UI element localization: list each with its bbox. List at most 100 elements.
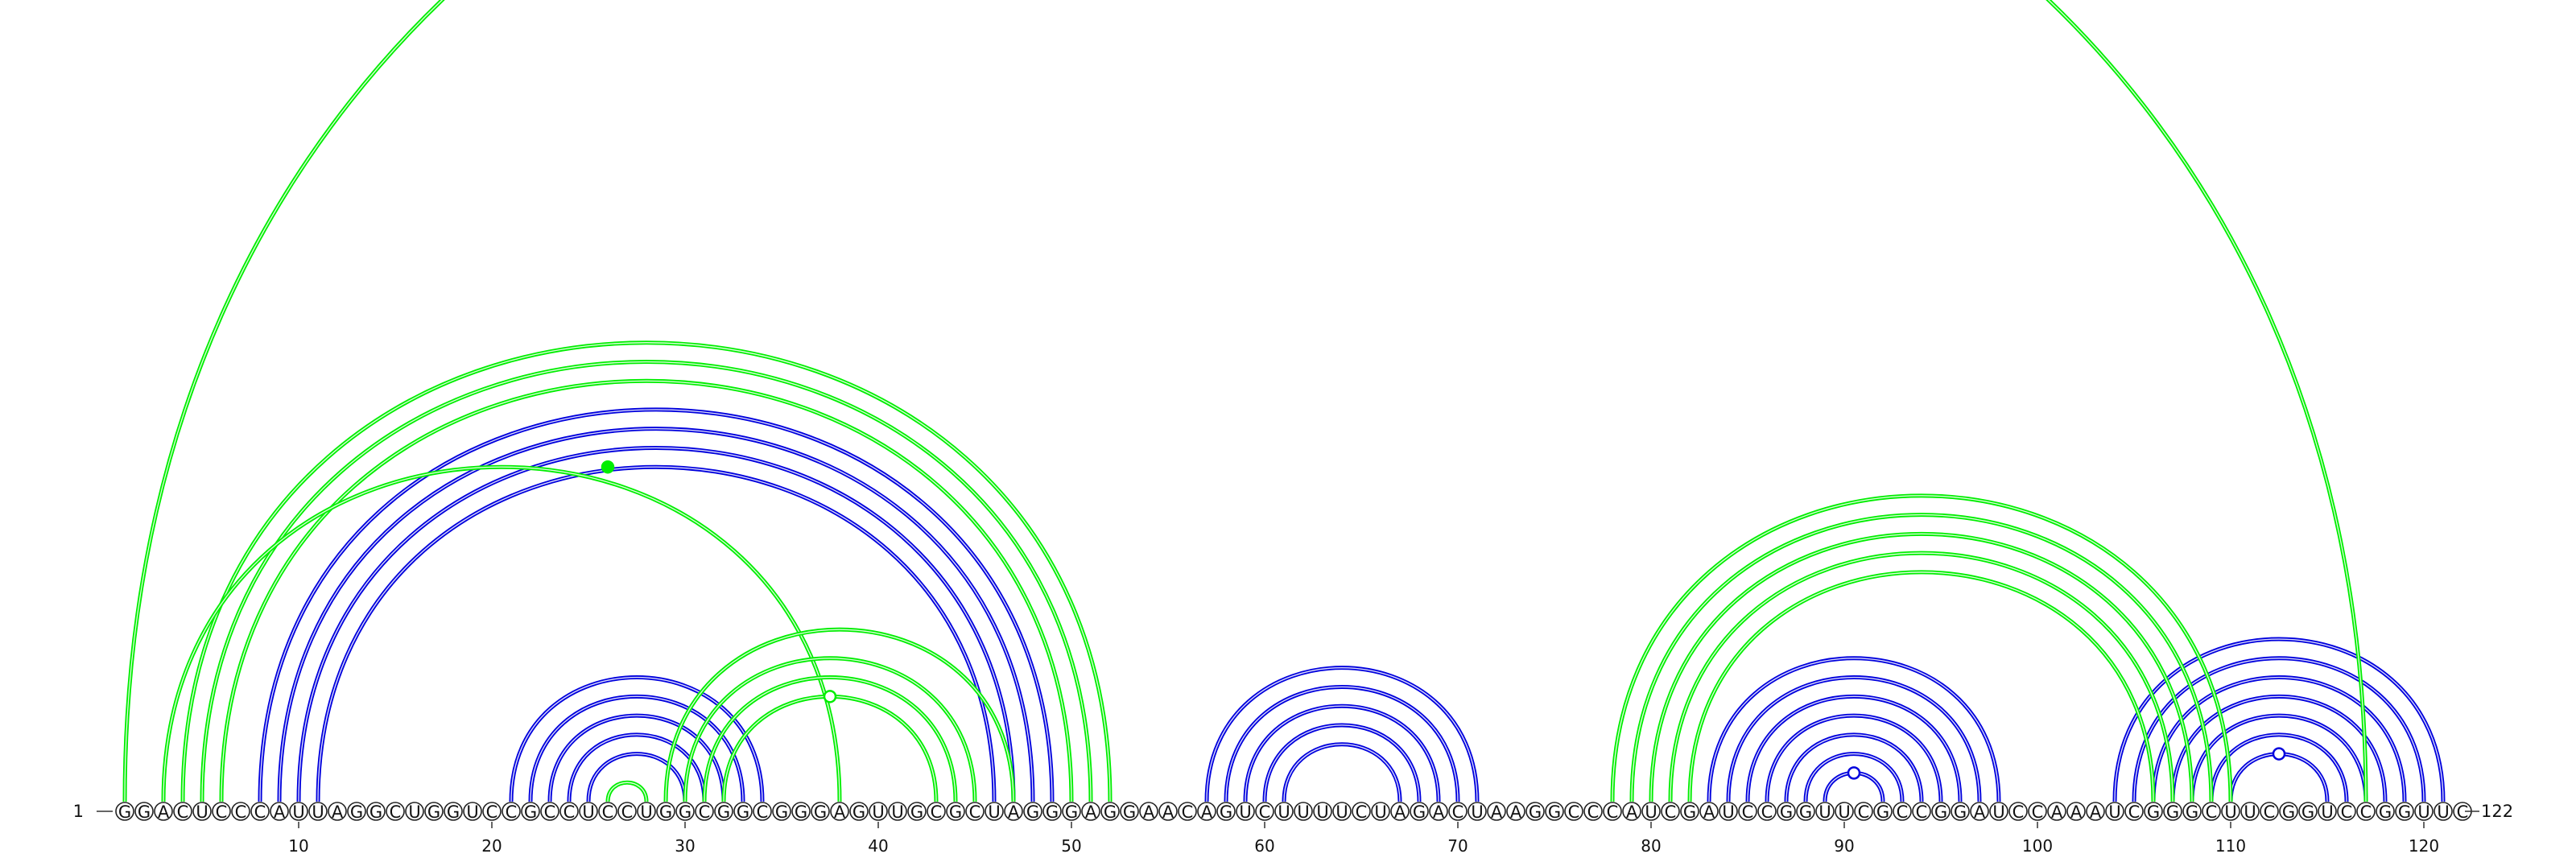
base-nucleotide: G bbox=[444, 802, 463, 822]
base-nucleotide: C bbox=[540, 802, 559, 822]
base-nucleotide: C bbox=[1583, 802, 1603, 822]
base-nucleotide: C bbox=[502, 802, 521, 822]
base-nucleotide: G bbox=[2376, 802, 2395, 822]
base-nucleotide: A bbox=[1487, 802, 1506, 822]
base-letter: C bbox=[2206, 802, 2218, 822]
base-nucleotide: A bbox=[1622, 802, 1641, 822]
base-nucleotide: G bbox=[347, 802, 366, 822]
base-nucleotide: G bbox=[946, 802, 965, 822]
base-nucleotide: G bbox=[2279, 802, 2298, 822]
green-pair-arc bbox=[683, 656, 977, 802]
base-letter: C bbox=[1742, 802, 1754, 822]
base-circle bbox=[482, 802, 502, 821]
base-letter: A bbox=[1162, 802, 1174, 822]
green-pair-arc bbox=[161, 464, 842, 802]
base-circle bbox=[1777, 802, 1796, 821]
base-letter: G bbox=[1529, 802, 1542, 822]
green-pair-arc-highlight bbox=[221, 380, 1072, 802]
base-circle bbox=[927, 802, 946, 821]
base-nucleotide: C bbox=[965, 802, 985, 822]
blue-pair-arc-highlight bbox=[2191, 715, 2367, 802]
base-nucleotide: G bbox=[733, 802, 753, 822]
base-letter: G bbox=[2301, 802, 2314, 822]
base-letter: C bbox=[1182, 802, 1194, 822]
base-letter: U bbox=[292, 802, 304, 822]
base-circle bbox=[231, 802, 250, 821]
base-circle bbox=[2434, 802, 2453, 821]
base-circle bbox=[1545, 802, 1564, 821]
base-letter: U bbox=[2437, 802, 2449, 822]
base-nucleotide: U bbox=[2414, 802, 2434, 822]
base-circle bbox=[2047, 802, 2066, 821]
base-letter: A bbox=[332, 802, 344, 822]
base-letter: C bbox=[2341, 802, 2353, 822]
base-circle bbox=[753, 802, 772, 821]
base-letter: G bbox=[118, 802, 131, 822]
base-nucleotide: G bbox=[907, 802, 927, 822]
base-circle bbox=[2028, 802, 2047, 821]
base-nucleotide: U bbox=[1641, 802, 1661, 822]
base-letter: G bbox=[2147, 802, 2160, 822]
base-circle bbox=[289, 802, 308, 821]
base-circle bbox=[1100, 802, 1120, 821]
markers-layer bbox=[601, 460, 2286, 780]
base-nucleotide: C bbox=[1352, 802, 1371, 822]
base-nucleotide: U bbox=[1294, 802, 1313, 822]
base-nucleotide: U bbox=[1274, 802, 1294, 822]
base-nucleotide: U bbox=[1332, 802, 1352, 822]
base-nucleotide: G bbox=[1062, 802, 1081, 822]
base-letter: U bbox=[1838, 802, 1850, 822]
base-circle bbox=[1004, 802, 1023, 821]
base-nucleotide: C bbox=[559, 802, 579, 822]
blue-pair-arc-highlight bbox=[510, 677, 763, 802]
base-circle bbox=[1178, 802, 1197, 821]
base-circle bbox=[1525, 802, 1545, 821]
base-letter: G bbox=[524, 802, 537, 822]
base-circle bbox=[2279, 802, 2298, 821]
base-letter: U bbox=[1471, 802, 1483, 822]
base-letter: G bbox=[1683, 802, 1696, 822]
base-nucleotide: C bbox=[1564, 802, 1583, 822]
base-circle bbox=[1893, 802, 1912, 821]
blue-pair-arc bbox=[1262, 723, 1422, 802]
base-nucleotide: U bbox=[2105, 802, 2124, 822]
base-nucleotide: U bbox=[192, 802, 212, 822]
base-circle bbox=[1680, 802, 1699, 821]
green-pair-arc bbox=[1610, 493, 2233, 802]
base-circle bbox=[2260, 802, 2279, 821]
base-letter: U bbox=[2224, 802, 2236, 822]
blue-pair-arc-highlight bbox=[1805, 753, 1903, 802]
base-letter: U bbox=[1818, 802, 1831, 822]
base-circle bbox=[2124, 802, 2144, 821]
base-letter: C bbox=[1916, 802, 1928, 822]
base-circle bbox=[1023, 802, 1042, 821]
base-circle bbox=[115, 802, 134, 821]
base-letter: G bbox=[1934, 802, 1947, 822]
base-letter: C bbox=[564, 802, 576, 822]
base-circle bbox=[1603, 802, 1622, 821]
base-letter: G bbox=[775, 802, 788, 822]
base-letter: A bbox=[1201, 802, 1213, 822]
pair-marker bbox=[2272, 747, 2286, 761]
base-nucleotide: G bbox=[1545, 802, 1564, 822]
base-nucleotide: G bbox=[1100, 802, 1120, 822]
base-circle bbox=[1583, 802, 1603, 821]
base-nucleotide: U bbox=[289, 802, 308, 822]
axis-tick-label: 120 bbox=[2409, 836, 2439, 856]
base-nucleotide: U bbox=[1468, 802, 1487, 822]
blue-pair-arc-highlight bbox=[530, 695, 744, 802]
base-circle bbox=[559, 802, 579, 821]
blue-pair-arc-highlight bbox=[549, 715, 724, 802]
base-letter: G bbox=[795, 802, 807, 822]
base-nucleotide: G bbox=[811, 802, 830, 822]
base-nucleotide: C bbox=[212, 802, 231, 822]
base-circle bbox=[1371, 802, 1390, 821]
base-circle bbox=[1332, 802, 1352, 821]
base-nucleotide: A bbox=[1004, 802, 1023, 822]
base-letter: C bbox=[2360, 802, 2372, 822]
base-circle bbox=[1294, 802, 1313, 821]
base-circle bbox=[173, 802, 192, 821]
base-circle bbox=[212, 802, 231, 821]
base-circle bbox=[521, 802, 540, 821]
